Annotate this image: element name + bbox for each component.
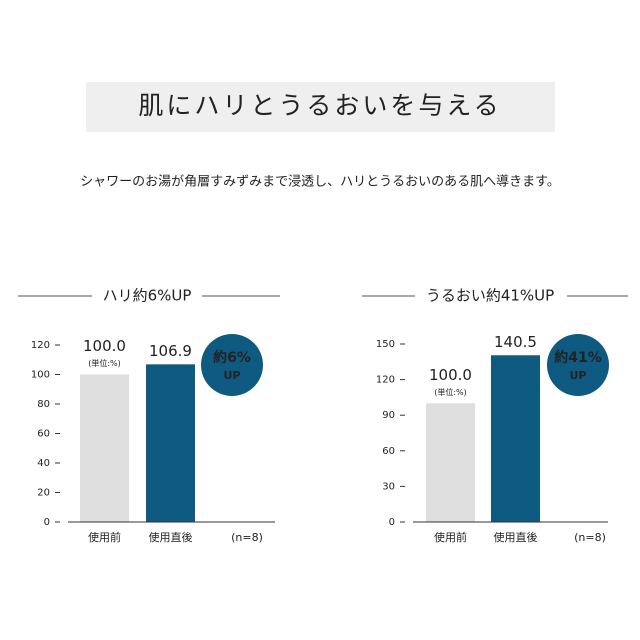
bar	[426, 403, 475, 522]
badge	[201, 334, 263, 396]
page-title: 肌にハリとうるおいを与える	[138, 91, 501, 120]
y-tick-label: 150	[376, 339, 395, 350]
y-tick-label: 60	[382, 446, 395, 457]
y-tick-label: 0	[389, 517, 395, 528]
chart-title: うるおい約41%UP	[426, 287, 554, 305]
y-tick-label: 80	[37, 399, 50, 410]
badge-text: 約6%	[213, 349, 251, 366]
sample-note: (n=8)	[231, 531, 263, 544]
bar	[491, 355, 540, 522]
page-subtitle: シャワーのお湯が角層すみずみまで浸透し、ハリとうるおいのある肌へ導きます。	[80, 175, 560, 190]
title-box	[86, 82, 555, 132]
y-tick-label: 0	[44, 517, 50, 528]
value-label: 100.0	[429, 366, 472, 384]
y-tick-label: 20	[37, 488, 50, 499]
y-tick-label: 30	[382, 481, 395, 492]
unit-label: (単位:%)	[88, 358, 121, 368]
unit-label: (単位:%)	[434, 387, 467, 397]
value-label: 100.0	[83, 337, 126, 355]
y-tick-label: 120	[376, 375, 395, 386]
bar	[146, 364, 195, 522]
badge-text: 約41%	[554, 349, 602, 366]
chart-title: ハリ約6%UP	[103, 287, 192, 305]
y-tick-label: 90	[382, 410, 395, 421]
badge-text: UP	[570, 369, 587, 382]
y-tick-label: 120	[31, 340, 50, 351]
category-label: 使用直後	[494, 530, 538, 544]
category-label: 使用直後	[149, 530, 193, 544]
bar	[80, 374, 129, 522]
value-label: 106.9	[149, 342, 192, 360]
y-tick-label: 60	[37, 429, 50, 440]
badge-text: UP	[224, 369, 241, 382]
category-label: 使用前	[434, 530, 467, 544]
sample-note: (n=8)	[574, 531, 606, 544]
y-tick-label: 100	[31, 370, 50, 381]
category-label: 使用前	[88, 530, 121, 544]
value-label: 140.5	[494, 333, 537, 351]
y-tick-label: 40	[37, 458, 50, 469]
badge	[547, 334, 609, 396]
